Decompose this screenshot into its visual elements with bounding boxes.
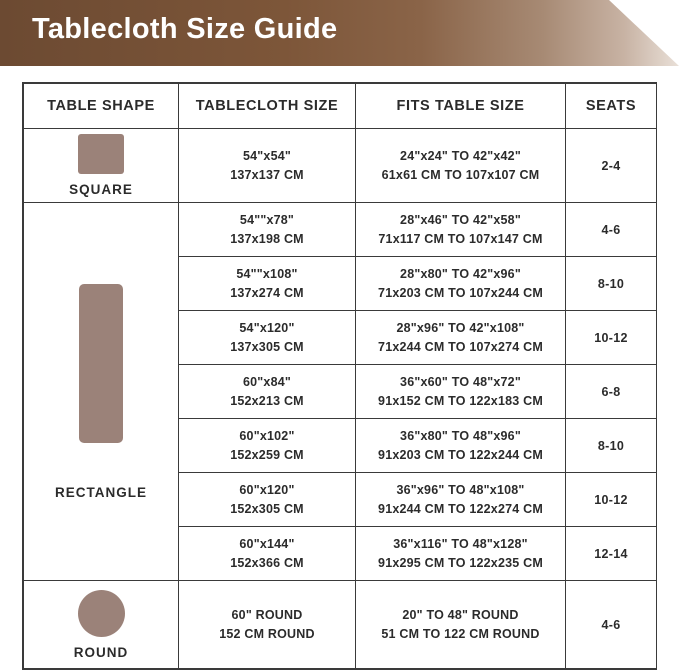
size-inches: 54""x108": [236, 267, 298, 282]
fits-inches: 28"x80" TO 42"x96": [400, 267, 521, 282]
shape-label-rectangle: RECTANGLE: [55, 484, 147, 500]
size-inches: 60"x120": [239, 483, 295, 498]
fits-cm: 71x244 CM TO 107x274 CM: [378, 339, 543, 354]
size-inches: 60"x102": [239, 429, 295, 444]
column-header-tablecloth-size: TABLECLOTH SIZE: [178, 83, 356, 129]
round-shape-icon: [77, 589, 125, 637]
seats-cell: 8-10: [565, 418, 657, 473]
fits-inches: 36"x80" TO 48"x96": [400, 429, 521, 444]
tablecloth-size-cell: 60"x102" 152x259 CM: [178, 418, 356, 473]
fits-cm: 51 CM TO 122 CM ROUND: [381, 626, 540, 641]
tablecloth-size-cell: 54""x108" 137x274 CM: [178, 256, 356, 311]
fits-cm: 91x244 CM TO 122x274 CM: [378, 501, 543, 516]
tablecloth-size-cell: 60" ROUND 152 CM ROUND: [178, 580, 356, 669]
seats-cell: 4-6: [565, 202, 657, 257]
size-cm: 152x305 CM: [230, 501, 304, 516]
fits-cm: 91x152 CM TO 122x183 CM: [378, 393, 543, 408]
size-cm: 152x366 CM: [230, 555, 304, 570]
fits-table-size-cell: 20" TO 48" ROUND 51 CM TO 122 CM ROUND: [355, 580, 566, 669]
tablecloth-size-cell: 54"x120" 137x305 CM: [178, 310, 356, 365]
size-cm: 152 CM ROUND: [219, 626, 315, 641]
size-inches: 60"x84": [242, 375, 291, 390]
rectangle-shape-icon: [79, 283, 123, 443]
size-guide-table: TABLE SHAPE TABLECLOTH SIZE FITS TABLE S…: [23, 83, 657, 669]
size-cm: 137x137 CM: [230, 167, 304, 182]
column-header-table-shape: TABLE SHAPE: [23, 83, 179, 129]
table-row: 54"x120" 137x305 CM 28"x96" TO 42"x108" …: [24, 310, 657, 365]
fits-inches: 36"x96" TO 48"x108": [396, 483, 525, 498]
seats-cell: 4-6: [565, 580, 657, 669]
fits-table-size-cell: 24"x24" TO 42"x42" 61x61 CM TO 107x107 C…: [355, 128, 566, 203]
fits-inches: 28"x96" TO 42"x108": [396, 321, 525, 336]
fits-cm: 61x61 CM TO 107x107 CM: [381, 167, 540, 182]
fits-cm: 91x295 CM TO 122x235 CM: [378, 555, 543, 570]
fits-table-size-cell: 28"x46" TO 42"x58" 71x117 CM TO 107x147 …: [355, 202, 566, 257]
fits-table-size-cell: 36"x96" TO 48"x108" 91x244 CM TO 122x274…: [355, 472, 566, 527]
seats-cell: 10-12: [565, 310, 657, 365]
shape-cell-square: SQUARE: [23, 128, 179, 203]
seats-cell: 10-12: [565, 472, 657, 527]
shape-label-square: SQUARE: [69, 182, 133, 197]
shape-cell-rectangle: RECTANGLE: [23, 202, 179, 581]
fits-table-size-cell: 36"x116" TO 48"x128" 91x295 CM TO 122x23…: [355, 526, 566, 581]
fits-table-size-cell: 36"x80" TO 48"x96" 91x203 CM TO 122x244 …: [355, 418, 566, 473]
size-inches: 60" ROUND: [231, 608, 303, 623]
table-row: 60"x144" 152x366 CM 36"x116" TO 48"x128"…: [24, 526, 657, 581]
size-cm: 137x305 CM: [230, 339, 304, 354]
shape-label-round: ROUND: [73, 644, 129, 660]
fits-cm: 71x117 CM TO 107x147 CM: [378, 231, 543, 246]
table-row: 60"x102" 152x259 CM 36"x80" TO 48"x96" 9…: [24, 418, 657, 473]
seats-cell: 8-10: [565, 256, 657, 311]
size-cm: 137x274 CM: [230, 285, 304, 300]
column-header-seats: SEATS: [565, 83, 657, 129]
column-header-fits-table-size: FITS TABLE SIZE: [355, 83, 566, 129]
page-header: Tablecloth Size Guide: [0, 0, 679, 66]
table-row: 60"x84" 152x213 CM 36"x60" TO 48"x72" 91…: [24, 364, 657, 419]
table-row: SQUARE 54"x54" 137x137 CM 24"x24" TO 42"…: [23, 128, 657, 203]
tablecloth-size-cell: 60"x84" 152x213 CM: [178, 364, 356, 419]
page-title: Tablecloth Size Guide: [32, 13, 338, 45]
fits-table-size-cell: 36"x60" TO 48"x72" 91x152 CM TO 122x183 …: [355, 364, 566, 419]
shape-cell-round: ROUND: [23, 580, 179, 669]
header-gradient-band: [0, 0, 679, 66]
fits-inches: 36"x60" TO 48"x72": [400, 375, 521, 390]
size-inches: 60"x144": [239, 537, 295, 552]
tablecloth-size-cell: 60"x144" 152x366 CM: [178, 526, 356, 581]
tablecloth-size-cell: 54"x54" 137x137 CM: [178, 128, 356, 203]
fits-inches: 24"x24" TO 42"x42": [400, 149, 521, 164]
seats-cell: 12-14: [565, 526, 657, 581]
fits-inches: 36"x116" TO 48"x128": [393, 537, 528, 552]
fits-table-size-cell: 28"x80" TO 42"x96" 71x203 CM TO 107x244 …: [355, 256, 566, 311]
table-row: 54""x108" 137x274 CM 28"x80" TO 42"x96" …: [24, 256, 657, 311]
size-cm: 152x259 CM: [230, 447, 304, 462]
size-guide-table-container: TABLE SHAPE TABLECLOTH SIZE FITS TABLE S…: [22, 82, 657, 670]
fits-cm: 71x203 CM TO 107x244 CM: [378, 285, 543, 300]
table-row: ROUND 60" ROUND 152 CM ROUND 20" TO 48" …: [23, 580, 657, 669]
size-inches: 54""x78": [239, 213, 295, 228]
size-cm: 152x213 CM: [230, 393, 304, 408]
fits-inches: 20" TO 48" ROUND: [402, 608, 519, 623]
size-inches: 54"x54": [242, 149, 291, 164]
tablecloth-size-cell: 54""x78" 137x198 CM: [178, 202, 356, 257]
table-header-row: TABLE SHAPE TABLECLOTH SIZE FITS TABLE S…: [23, 83, 657, 129]
fits-cm: 91x203 CM TO 122x244 CM: [378, 447, 543, 462]
square-shape-icon: [78, 134, 124, 174]
table-row: RECTANGLE 54""x78" 137x198 CM 28"x46" TO…: [23, 202, 657, 581]
fits-table-size-cell: 28"x96" TO 42"x108" 71x244 CM TO 107x274…: [355, 310, 566, 365]
header-corner-notch: [609, 0, 679, 66]
seats-cell: 2-4: [565, 128, 657, 203]
size-cm: 137x198 CM: [230, 231, 304, 246]
fits-inches: 28"x46" TO 42"x58": [400, 213, 521, 228]
size-inches: 54"x120": [239, 321, 295, 336]
table-row: 60"x120" 152x305 CM 36"x96" TO 48"x108" …: [24, 472, 657, 527]
seats-cell: 6-8: [565, 364, 657, 419]
tablecloth-size-cell: 60"x120" 152x305 CM: [178, 472, 356, 527]
